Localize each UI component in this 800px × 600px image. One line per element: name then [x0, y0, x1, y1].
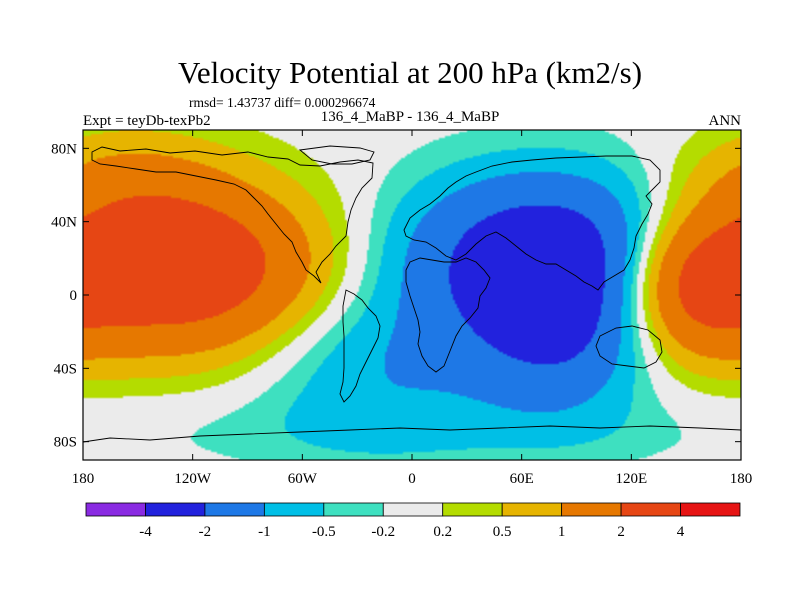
colorbar-swatch: [323, 502, 384, 517]
colorbar-label: -0.2: [371, 524, 395, 540]
colorbar-label: -1: [258, 524, 271, 540]
coastline-africa: [405, 257, 491, 373]
colorbar-swatch: [382, 502, 444, 517]
coastline-australia: [595, 325, 663, 369]
coastline-south-america: [339, 289, 381, 403]
colorbar-swatch: [145, 502, 206, 517]
y-tick-label: 40N: [51, 215, 77, 231]
colorbar-swatch: [680, 502, 741, 517]
colorbar-swatch: [263, 502, 325, 517]
colorbar-label: 0.2: [433, 524, 452, 540]
coastline-eurasia: [403, 155, 661, 291]
colorbar-swatch: [442, 502, 503, 517]
colorbar-swatch: [204, 502, 265, 517]
x-tick-label: 60W: [288, 471, 318, 487]
experiment-label: Expt = teyDb-texPb2: [83, 113, 211, 129]
colorbar-swatch: [561, 502, 622, 517]
y-tick-label: 80N: [51, 141, 77, 157]
colorbar-label: -0.5: [312, 524, 336, 540]
colorbar-swatch: [501, 502, 563, 517]
x-tick-label: 120W: [174, 471, 212, 487]
coastline-greenland: [298, 145, 375, 165]
case-label: 136_4_MaBP - 136_4_MaBP: [321, 109, 500, 125]
coastline-antarctica: [82, 425, 742, 443]
y-tick-label: 40S: [54, 361, 77, 377]
x-tick-label: 180: [730, 471, 753, 487]
x-tick-label: 60E: [510, 471, 534, 487]
map-panel: 180 120W 60W 0 60E 120E 180 80N 40N 0 40S 80S: [51, 129, 753, 487]
chart-title: Velocity Potential at 200 hPa (km2/s): [178, 55, 642, 90]
x-tick-label: 120E: [615, 471, 647, 487]
colorbar-label: 4: [677, 524, 685, 540]
coastline-north-america: [91, 146, 374, 284]
coastlines: [82, 145, 742, 443]
colorbar-label: 1: [558, 524, 566, 540]
x-axis: 180 120W 60W 0 60E 120E 180: [72, 130, 753, 487]
y-tick-label: 80S: [54, 435, 77, 451]
colorbar-swatch: [620, 502, 681, 517]
y-tick-label: 0: [70, 288, 78, 304]
colorbar-label: -4: [139, 524, 152, 540]
velocity-potential-field: [83, 130, 741, 460]
colorbar-label: 0.5: [493, 524, 512, 540]
y-axis: 80N 40N 0 40S 80S: [51, 141, 741, 451]
colorbar-swatch: [85, 502, 146, 517]
x-tick-label: 180: [72, 471, 95, 487]
stats-label: rmsd= 1.43737 diff= 0.000296674: [189, 95, 376, 110]
colorbar: -4 -2 -1 -0.5 -0.2 0.2 0.5 1 2 4: [85, 502, 741, 540]
x-tick-label: 0: [408, 471, 416, 487]
season-label: ANN: [709, 113, 742, 129]
colorbar-label: 2: [617, 524, 625, 540]
colorbar-label: -2: [199, 524, 212, 540]
